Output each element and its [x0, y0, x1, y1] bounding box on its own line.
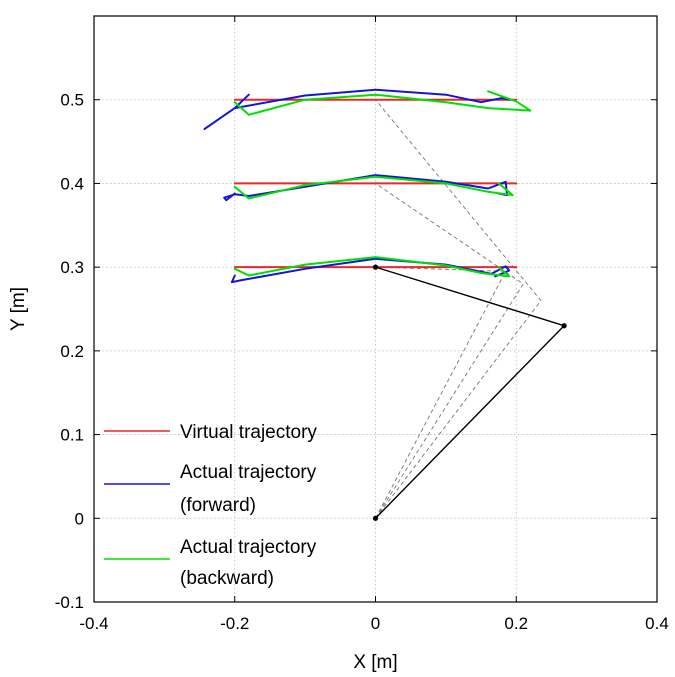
y-tick-label: 0.5: [60, 91, 84, 110]
legend: Virtual trajectory Actual trajectory (forw…: [104, 422, 317, 589]
series-actual-trajectory-backward-line: [233, 90, 532, 116]
y-tick-label: 0.2: [60, 342, 84, 361]
series-actual-trajectory-backward-line: [233, 175, 514, 200]
legend-label: (forward): [180, 495, 256, 516]
grid: [94, 16, 657, 602]
x-axis-label: X [m]: [353, 652, 397, 673]
arm-solid-line: [374, 266, 566, 519]
arm-dashed-line: [375, 99, 542, 519]
arm-joint-point: [372, 515, 379, 521]
series-actual-trajectory-backward-line: [233, 256, 511, 278]
arm-joint-point: [372, 264, 379, 270]
plot-frame: [93, 15, 658, 603]
legend-label: (backward): [180, 568, 274, 589]
y-tick-label: 0.1: [60, 426, 84, 445]
series-lines: [203, 88, 532, 284]
tick-labels: -0.4 -0.2 0 0.2 0.4 -0.1 0 0.1 0.2 0.3 0.4 0.5: [55, 16, 669, 633]
x-tick-label: 0: [371, 614, 380, 633]
legend-label: Actual trajectory: [180, 462, 317, 483]
y-tick-label: 0.4: [60, 174, 84, 193]
x-tick-label: 0.2: [504, 614, 528, 633]
y-tick-label: -0.1: [55, 593, 84, 612]
x-tick-label: 0.4: [645, 614, 669, 633]
y-axis-label: Y [m]: [8, 287, 29, 331]
x-tick-label: -0.2: [220, 614, 249, 633]
arm-solid-lines: [372, 264, 567, 521]
series-actual-trajectory-forward-line: [203, 88, 511, 130]
arm-dashed-line: [375, 266, 507, 519]
y-tick-label: 0.3: [60, 258, 84, 277]
arm-joint-point: [561, 323, 567, 329]
arm-dashed-lines: [375, 99, 542, 519]
arm-dashed-line: [375, 182, 524, 519]
legend-label: Virtual trajectory: [180, 422, 317, 443]
legend-label: Actual trajectory: [180, 537, 317, 558]
y-tick-label: 0: [75, 509, 84, 528]
x-tick-label: -0.4: [79, 614, 108, 633]
